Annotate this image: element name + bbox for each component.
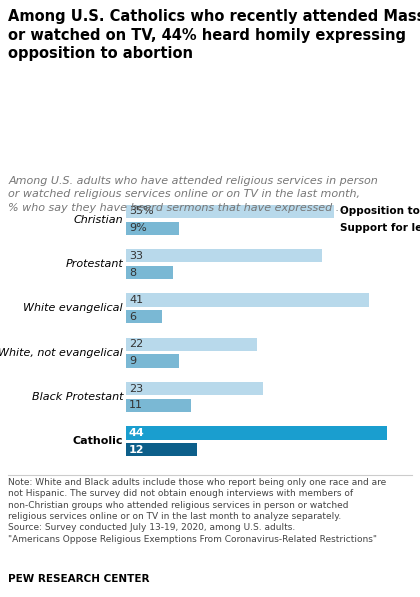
Text: Among U.S. adults who have attended religious services in person
or watched reli: Among U.S. adults who have attended reli… xyxy=(8,176,378,213)
Bar xyxy=(126,338,257,351)
Text: 6: 6 xyxy=(129,312,136,322)
Text: PEW RESEARCH CENTER: PEW RESEARCH CENTER xyxy=(8,574,150,584)
Text: 11: 11 xyxy=(129,401,143,410)
Text: 41: 41 xyxy=(129,295,143,305)
Text: 35%: 35% xyxy=(129,207,154,217)
Text: Christian: Christian xyxy=(74,215,123,225)
Text: 23: 23 xyxy=(129,384,143,393)
Text: 12: 12 xyxy=(129,445,144,455)
Text: Among U.S. Catholics who recently attended Mass
or watched on TV, 44% heard homi: Among U.S. Catholics who recently attend… xyxy=(8,9,420,61)
Bar xyxy=(126,293,369,307)
Text: White, not evangelical: White, not evangelical xyxy=(0,347,123,358)
Text: Note: White and Black adults include those who report being only one race and ar: Note: White and Black adults include tho… xyxy=(8,478,387,544)
Bar xyxy=(126,205,334,218)
Text: 44: 44 xyxy=(129,428,145,438)
Text: Black Protestant: Black Protestant xyxy=(32,392,123,402)
Bar xyxy=(126,382,262,395)
Text: 9%: 9% xyxy=(129,223,147,233)
Bar xyxy=(126,355,179,368)
Bar xyxy=(126,310,162,324)
Bar xyxy=(126,221,179,235)
Text: White evangelical: White evangelical xyxy=(24,303,123,313)
Bar xyxy=(126,399,191,412)
Bar xyxy=(126,266,173,279)
Text: 9: 9 xyxy=(129,356,136,366)
Text: 8: 8 xyxy=(129,267,136,278)
Text: 33: 33 xyxy=(129,251,143,261)
Text: Opposition to abortion: Opposition to abortion xyxy=(340,207,420,217)
Text: 22: 22 xyxy=(129,339,143,349)
Text: Catholic: Catholic xyxy=(73,436,123,447)
Text: Protestant: Protestant xyxy=(65,259,123,269)
Text: Support for legal abortion: Support for legal abortion xyxy=(340,223,420,233)
Bar xyxy=(126,249,322,262)
Bar xyxy=(126,443,197,456)
Bar xyxy=(126,426,387,439)
